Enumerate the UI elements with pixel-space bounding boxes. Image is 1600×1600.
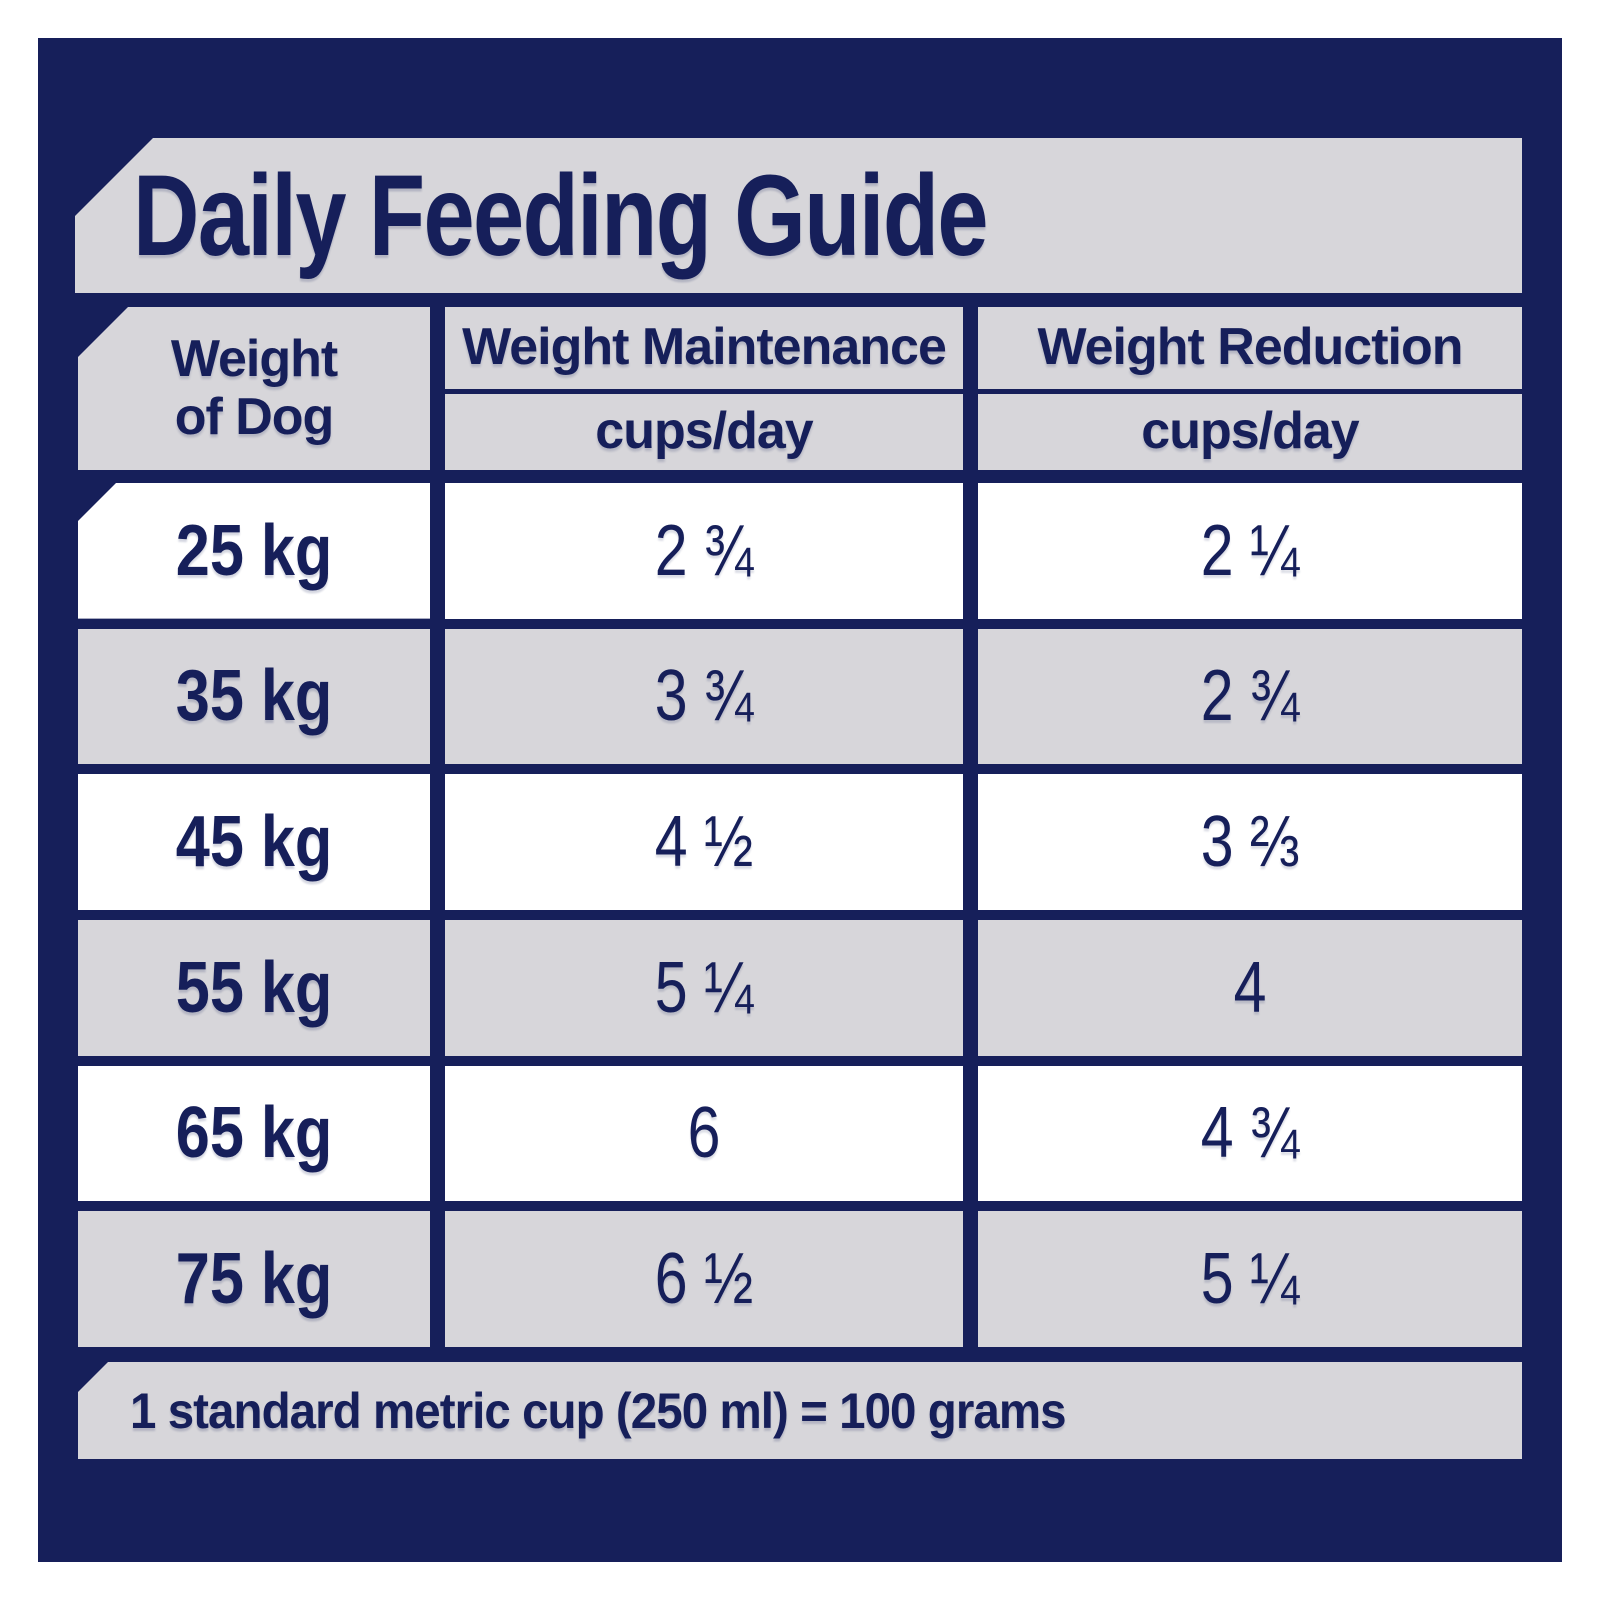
table-header-row: Weight of Dog Weight Maintenance cups/da… <box>78 307 1522 470</box>
header-weight-line2: of Dog <box>174 387 335 446</box>
reduction-cell: 2 ¾ <box>978 628 1522 765</box>
header-weight-reduction: Weight Reduction cups/day <box>978 307 1522 470</box>
maintenance-cell: 5 ¼ <box>445 920 963 1056</box>
reduction-cell: 3 ⅔ <box>978 774 1522 910</box>
reduction-cell: 2 ¼ <box>978 483 1522 619</box>
reduction-cell: 4 ¾ <box>978 1065 1522 1202</box>
header-reduction-label: Weight Reduction <box>1037 318 1463 377</box>
footer-note: 1 standard metric cup (250 ml) = 100 gra… <box>130 1382 1067 1439</box>
weight-cell: 65 kg <box>78 1065 430 1202</box>
table-row: 25 kg 2 ¾ 2 ¼ <box>78 483 1522 619</box>
weight-cell: 45 kg <box>78 774 430 910</box>
header-weight-of-dog: Weight of Dog <box>78 307 430 470</box>
table-row: 35 kg 3 ¾ 2 ¾ <box>78 628 1522 765</box>
weight-cell: 35 kg <box>78 628 430 765</box>
header-divider <box>445 389 963 394</box>
reduction-cell: 5 ¼ <box>978 1211 1522 1347</box>
maintenance-cell: 4 ½ <box>445 774 963 910</box>
title-bar: Daily Feeding Guide <box>75 138 1522 293</box>
header-divider <box>978 389 1522 394</box>
page-title: Daily Feeding Guide <box>133 151 989 280</box>
feeding-guide-panel: Daily Feeding Guide Weight of Dog Weight… <box>38 38 1562 1562</box>
maintenance-cell: 2 ¾ <box>445 483 963 619</box>
table-row: 55 kg 5 ¼ 4 <box>78 920 1522 1056</box>
weight-cell: 25 kg <box>78 483 430 619</box>
reduction-cell: 4 <box>978 920 1522 1056</box>
header-maintenance-label: Weight Maintenance <box>462 318 947 377</box>
table-row: 75 kg 6 ½ 5 ¼ <box>78 1211 1522 1347</box>
header-weight-maintenance: Weight Maintenance cups/day <box>445 307 963 470</box>
footer-note-bar: 1 standard metric cup (250 ml) = 100 gra… <box>78 1362 1522 1459</box>
weight-cell: 75 kg <box>78 1211 430 1347</box>
table-row: 45 kg 4 ½ 3 ⅔ <box>78 774 1522 910</box>
maintenance-cell: 6 ½ <box>445 1211 963 1347</box>
header-reduction-units: cups/day <box>1141 402 1359 461</box>
header-weight-line1: Weight <box>170 330 338 389</box>
table-body: 25 kg 2 ¾ 2 ¼ 35 kg 3 ¾ 2 ¾ 45 kg 4 ½ 3 … <box>78 483 1522 1347</box>
weight-cell: 55 kg <box>78 920 430 1056</box>
maintenance-cell: 3 ¾ <box>445 628 963 765</box>
header-maintenance-units: cups/day <box>595 402 813 461</box>
table-row: 65 kg 6 4 ¾ <box>78 1065 1522 1202</box>
maintenance-cell: 6 <box>445 1065 963 1202</box>
